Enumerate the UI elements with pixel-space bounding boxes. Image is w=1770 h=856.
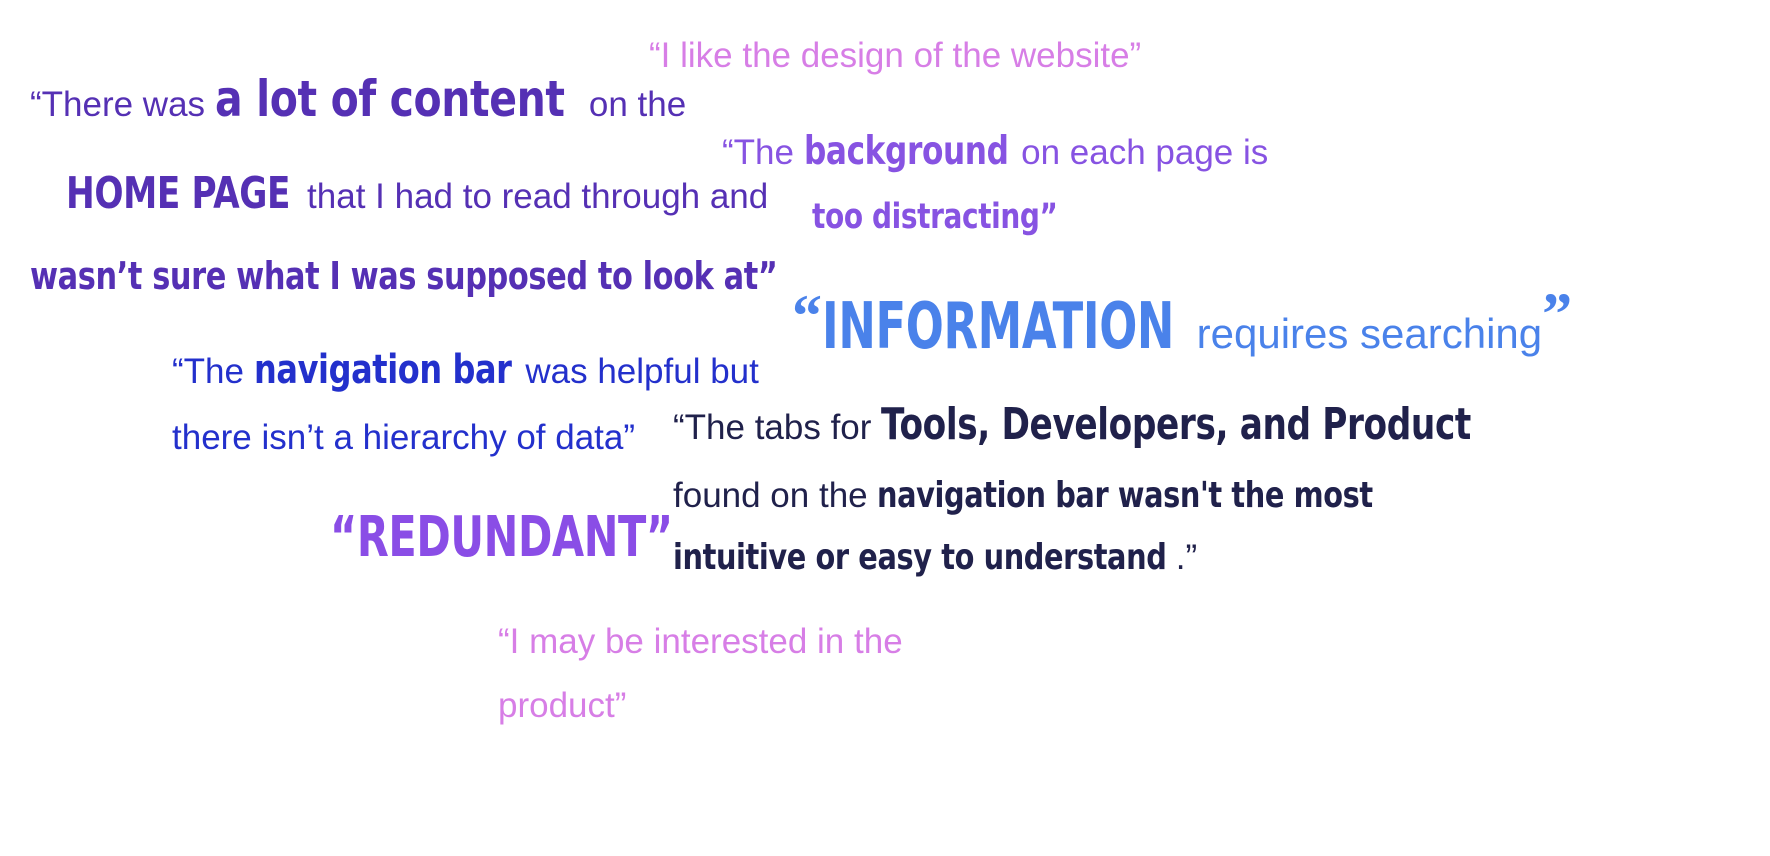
quote-background-plain: on each page is <box>1011 133 1269 172</box>
quote-navigation-plain: “The <box>172 352 254 391</box>
quote-tabs-emphasis: intuitive or easy to understand <box>673 537 1167 578</box>
quote-content-line-1: “There was a lot of content on the <box>30 74 686 124</box>
quote-content-emphasis: HOME PAGE <box>66 168 291 219</box>
quote-information-plain: requires searching <box>1184 310 1543 357</box>
quote-navigation-plain: was helpful but <box>515 352 759 391</box>
quote-tabs-line-3: intuitive or easy to understand.” <box>673 540 1197 576</box>
quote-tabs-plain: found on the <box>673 476 878 515</box>
quote-navigation-line-1: “The navigation bar was helpful but <box>172 350 759 390</box>
quote-redundant: “REDUNDANT” <box>330 510 793 566</box>
quote-product-line-1: “I may be interested in the <box>498 622 903 661</box>
quote-background-emphasis: too distracting” <box>812 197 1058 237</box>
quote-tabs-plain: “The tabs for <box>673 408 882 447</box>
quote-redundant-emphasis: “REDUNDANT” <box>330 505 673 570</box>
quote-content-line-3: wasn’t sure what I was supposed to look … <box>30 257 964 295</box>
quote-tabs-line-2: found on the navigation bar wasn't the m… <box>673 478 1497 514</box>
quote-background-line-2: too distracting” <box>812 199 1119 235</box>
quote-content-plain: on the <box>579 85 687 124</box>
quote-background-plain: “The <box>722 133 804 172</box>
quote-content-emphasis: a lot of content <box>214 70 565 128</box>
quote-information: “INFORMATION requires searching” <box>792 284 1572 359</box>
quote-background-line-1: “The background on each page is <box>722 132 1268 171</box>
quote-navigation-emphasis: navigation bar <box>253 347 512 393</box>
quote-tabs-line-1: “The tabs for Tools, Developers, and Pro… <box>673 403 1637 447</box>
quote-tabs-plain: .” <box>1175 538 1198 577</box>
quote-design: “I like the design of the website” <box>649 36 1142 75</box>
quote-content-emphasis: wasn’t sure what I was supposed to look … <box>30 254 778 298</box>
quote-content-plain: that I had to read through and <box>297 177 769 216</box>
open-quote-mark: “ <box>792 283 822 349</box>
quote-information-emphasis: INFORMATION <box>822 290 1175 364</box>
quote-tabs-emphasis: navigation bar wasn't the most <box>877 475 1374 516</box>
quote-content-line-2: HOME PAGE that I had to read through and <box>66 172 768 216</box>
quote-product-line-2: product” <box>498 686 627 725</box>
quote-content-plain: “There was <box>30 85 215 124</box>
close-quote-mark: ” <box>1542 281 1573 347</box>
quote-tabs-emphasis: Tools, Developers, and Product <box>881 399 1472 450</box>
quote-background-emphasis: background <box>803 129 1009 174</box>
quote-navigation-line-2: there isn’t a hierarchy of data” <box>172 418 636 457</box>
